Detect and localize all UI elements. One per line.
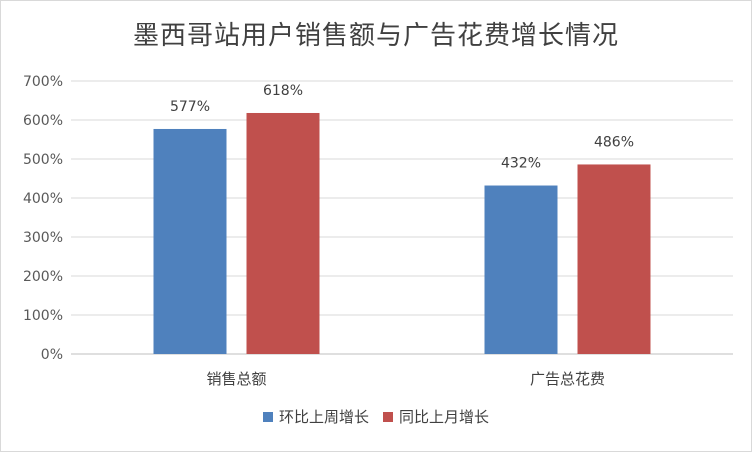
legend: 环比上周增长 同比上月增长 — [263, 408, 489, 426]
bars — [153, 112, 651, 354]
x-axis-categories: 销售总额 广告总花费 — [206, 370, 605, 388]
data-label: 577% — [170, 99, 210, 115]
bar — [484, 185, 558, 354]
legend-label: 同比上月增长 — [399, 408, 489, 426]
y-tick-label: 300% — [23, 230, 63, 246]
y-tick-label: 500% — [23, 152, 63, 168]
data-label: 486% — [594, 134, 634, 150]
bar — [577, 164, 651, 354]
bar — [153, 128, 227, 354]
chart-title: 墨西哥站用户销售额与广告花费增长情况 — [132, 21, 619, 51]
data-labels: 577% 618% 432% 486% — [170, 83, 634, 172]
y-tick-label: 700% — [23, 74, 63, 90]
y-tick-label: 400% — [23, 191, 63, 207]
legend-swatch — [263, 412, 273, 422]
legend-swatch — [383, 412, 393, 422]
y-axis-ticks: 0% 100% 200% 300% 400% 500% 600% 700% — [23, 74, 63, 363]
y-tick-label: 0% — [41, 347, 63, 363]
data-label: 432% — [501, 156, 541, 172]
x-category-label: 广告总花费 — [530, 370, 605, 388]
data-label: 618% — [263, 83, 303, 99]
bar — [246, 112, 320, 354]
y-tick-label: 100% — [23, 308, 63, 324]
y-tick-label: 600% — [23, 113, 63, 129]
legend-label: 环比上周增长 — [279, 408, 369, 426]
x-category-label: 销售总额 — [206, 370, 266, 388]
y-tick-label: 200% — [23, 269, 63, 285]
